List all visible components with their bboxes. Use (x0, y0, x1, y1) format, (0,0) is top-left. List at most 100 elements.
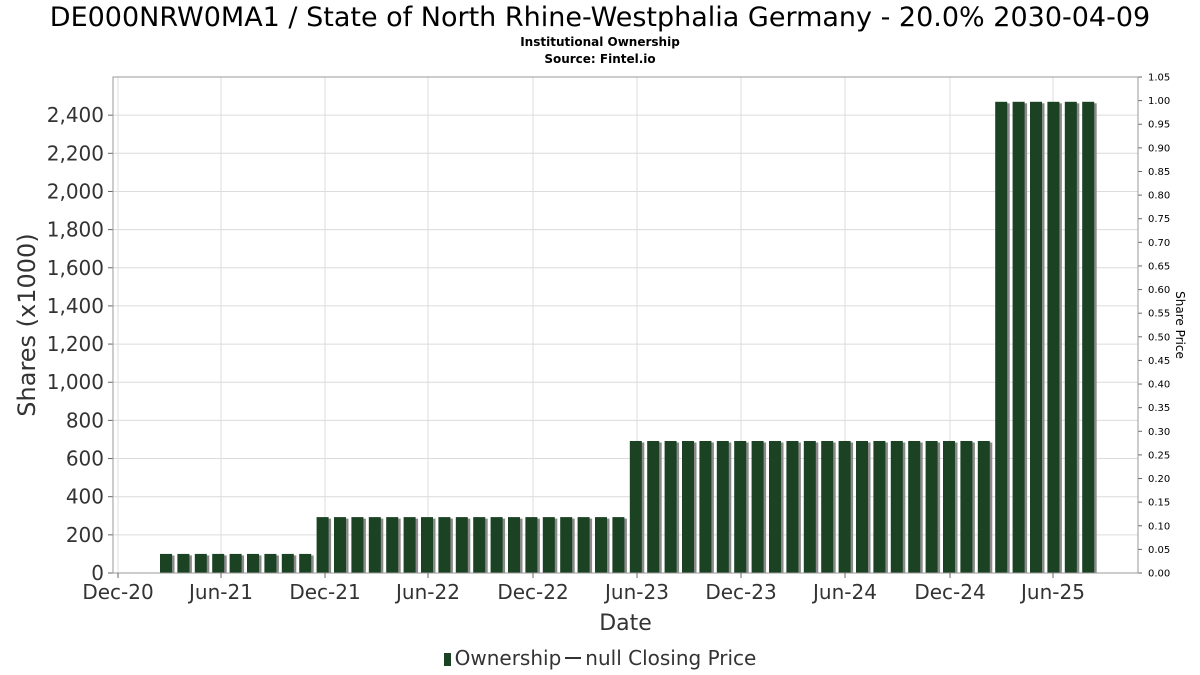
y2-tick-label: 0.35 (1148, 403, 1170, 414)
y2-tick-label: 0.50 (1148, 332, 1170, 343)
ownership-bar (977, 440, 990, 573)
ownership-bar (751, 440, 764, 573)
ownership-bar (1082, 101, 1095, 574)
plot-frame (112, 76, 1139, 574)
x-tick-label: Dec-21 (289, 580, 360, 604)
y2-tick-label: 1.05 (1148, 73, 1170, 84)
y2-tick-label: 0.80 (1148, 191, 1170, 202)
y2-tick-label: 0.90 (1148, 143, 1170, 154)
ownership-bar (560, 517, 573, 573)
ownership-bar (1064, 101, 1077, 574)
x-axis-title: Date (599, 611, 652, 636)
ownership-bar (925, 440, 938, 573)
ownership-bar (943, 440, 955, 573)
ownership-bar (525, 517, 538, 573)
x-tick-label: Jun-22 (394, 580, 460, 604)
chart-source: Source: Fintel.io (544, 52, 656, 66)
y-tick-label: 800 (66, 408, 104, 432)
ownership-bar (873, 440, 886, 573)
y2-tick-label: 0.40 (1148, 380, 1170, 391)
ownership-bar (177, 553, 190, 573)
ownership-bar (455, 517, 468, 573)
y2-tick-label: 0.05 (1148, 545, 1170, 556)
price-legend-icon (565, 657, 582, 659)
y2-axis-title: Share Price (1173, 291, 1187, 359)
ownership-bar (821, 440, 834, 573)
ownership-bar (1047, 101, 1060, 574)
ownership-bar (577, 517, 590, 573)
ownership-bar (351, 517, 364, 573)
ownership-bar (1030, 101, 1042, 574)
x-tick-label: Dec-24 (914, 580, 985, 604)
y2-tick-label: 0.45 (1148, 356, 1170, 367)
y-tick-label: 1,000 (47, 370, 104, 394)
y-tick-label: 400 (66, 485, 104, 509)
ownership-bar (212, 553, 225, 573)
y-axis-title: Shares (x1000) (13, 233, 41, 416)
legend-ownership-label: Ownership (454, 646, 562, 670)
ownership-bar (229, 553, 242, 573)
ownership-bar (786, 440, 799, 573)
y2-tick-label: 0.70 (1148, 238, 1170, 249)
ownership-bar (490, 517, 503, 573)
ownership-bar (838, 440, 851, 573)
ownership-bar (595, 517, 607, 573)
ownership-bar (769, 440, 781, 573)
ownership-bar (1012, 101, 1025, 574)
y-tick-label: 2,000 (47, 179, 104, 203)
ownership-bar (473, 517, 486, 573)
ownership-bar (438, 517, 451, 573)
y-tick-label: 0 (91, 561, 104, 585)
x-tick-label: Jun-21 (187, 580, 253, 604)
x-tick-label: Dec-23 (705, 580, 776, 604)
legend: Ownership null Closing Price (0, 646, 1200, 670)
y2-tick-label: 0.25 (1148, 450, 1170, 461)
ownership-bar (803, 440, 816, 573)
ownership-bar (264, 553, 277, 573)
y2-tick-label: 0.85 (1148, 167, 1170, 178)
y-tick-label: 1,400 (47, 294, 104, 318)
y2-tick-label: 0.00 (1148, 569, 1170, 580)
y2-tick-label: 0.75 (1148, 214, 1170, 225)
ownership-bar (995, 101, 1008, 574)
ownership-legend-icon (443, 653, 451, 666)
x-tick-label: Jun-24 (811, 580, 877, 604)
y2-tick-label: 0.95 (1148, 120, 1170, 131)
chart-title: DE000NRW0MA1 / State of North Rhine-West… (49, 2, 1151, 33)
y2-tick-label: 1.00 (1148, 96, 1170, 107)
ownership-bar (421, 517, 433, 573)
y-tick-label: 1,600 (47, 256, 104, 280)
y2-tick-label: 0.20 (1148, 474, 1170, 485)
ownership-bar (299, 553, 312, 573)
ownership-bar (194, 553, 207, 573)
x-tick-label: Dec-20 (82, 580, 153, 604)
y2-tick-label: 0.30 (1148, 427, 1170, 438)
ownership-bar (281, 553, 294, 573)
ownership-bar (368, 517, 381, 573)
ownership-bar (908, 440, 921, 573)
ownership-bar (334, 517, 346, 573)
y2-tick-label: 0.15 (1148, 498, 1170, 509)
y-tick-label: 200 (66, 523, 104, 547)
y-tick-label: 2,200 (47, 141, 104, 165)
y-tick-label: 1,200 (47, 332, 104, 356)
y2-tick-label: 0.55 (1148, 309, 1170, 320)
ownership-bar (699, 440, 712, 573)
x-tick-label: Jun-25 (1019, 580, 1085, 604)
ownership-bar (647, 440, 660, 573)
ownership-bar (247, 553, 259, 573)
ownership-bar (890, 440, 903, 573)
y2-tick-label: 0.60 (1148, 285, 1170, 296)
ownership-bar (734, 440, 747, 573)
ownership-bar (160, 553, 172, 573)
y2-tick-label: 0.10 (1148, 521, 1170, 532)
ownership-bar (612, 517, 625, 573)
y2-tick-label: 0.65 (1148, 261, 1170, 272)
legend-price-label: null Closing Price (585, 646, 757, 670)
ownership-bar (403, 517, 416, 573)
ownership-bar (664, 440, 677, 573)
x-tick-label: Dec-22 (497, 580, 568, 604)
ownership-bar (629, 440, 642, 573)
ownership-bar (542, 517, 555, 573)
